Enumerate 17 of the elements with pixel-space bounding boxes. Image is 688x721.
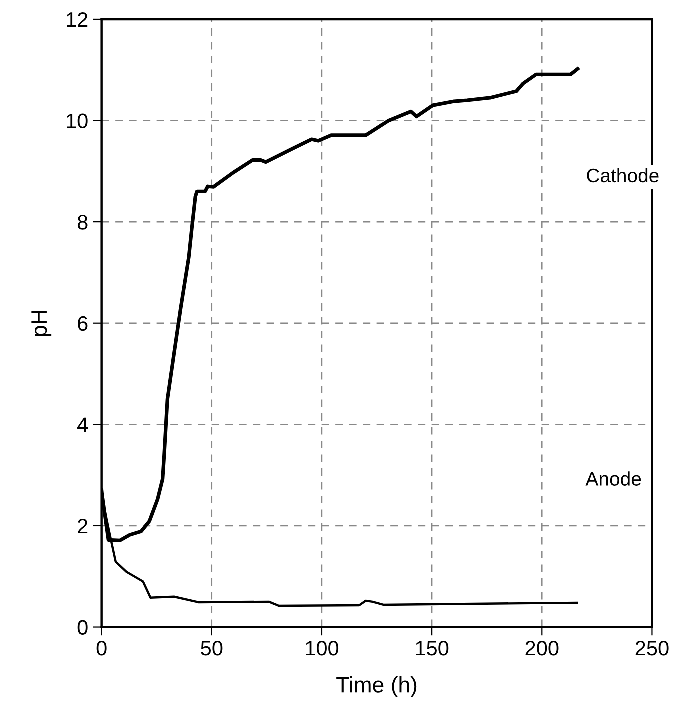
text: Cathode — [587, 168, 659, 183]
y-tick-label: 0 — [78, 620, 88, 636]
x-tick-label: 50 — [201, 641, 223, 656]
x-tick-label: 150 — [416, 641, 449, 656]
y-tick-label: 6 — [78, 316, 88, 332]
x-tick-label: 200 — [526, 641, 559, 656]
y-tick-label: 10 — [67, 114, 88, 129]
y-tick-label: 2 — [78, 518, 88, 534]
x-tick-label: 250 — [636, 641, 669, 656]
x-tick-label: 0 — [96, 641, 107, 656]
x-tick-label: 100 — [306, 641, 339, 656]
y-tick-label: 8 — [78, 215, 88, 230]
y-tick-label: 4 — [78, 418, 88, 432]
x-axis-title: Time (h) — [336, 676, 417, 698]
y-axis-title: pH — [32, 310, 52, 336]
y-tick-label: 12 — [67, 12, 88, 28]
text: Anode — [586, 472, 642, 486]
